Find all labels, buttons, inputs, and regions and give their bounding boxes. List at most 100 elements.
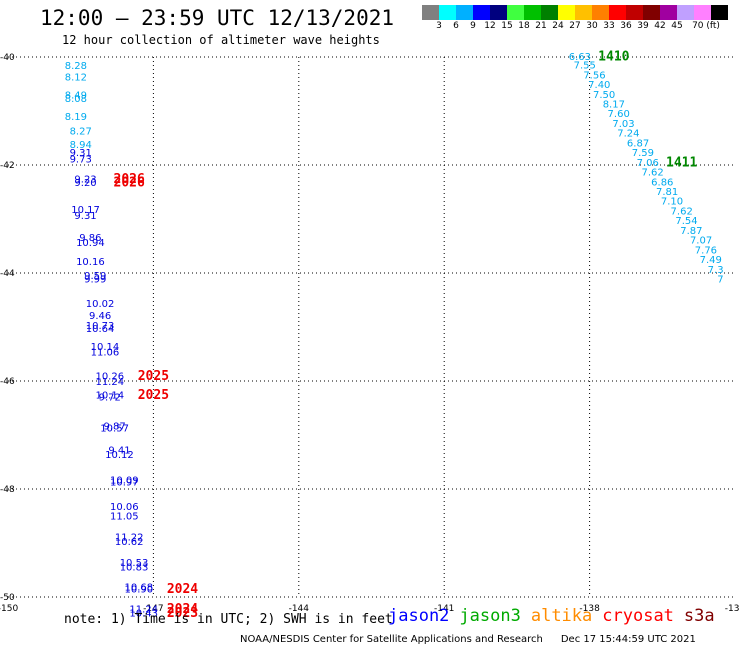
color-swatch: [609, 5, 626, 20]
color-swatch: [558, 5, 575, 20]
time-label: 2025: [138, 388, 169, 403]
satellite-name-jason2: jason2: [388, 606, 450, 626]
wave-height-label: 10.02: [86, 299, 115, 310]
wave-height-label: 10.68: [125, 582, 154, 593]
generated-timestamp: Dec 17 15:44:59 UTC 2021: [560, 634, 696, 645]
wave-height-label: 9.72: [99, 393, 121, 404]
wave-height-label: 7.3: [708, 265, 724, 276]
color-scale-label: 6: [453, 21, 459, 31]
wave-height-label: 9.86: [79, 233, 101, 244]
color-scale-label: 3: [436, 21, 442, 31]
time-label: 2026: [114, 175, 145, 190]
satellite-legend: jason2 jason3 altika cryosat s3a: [388, 606, 725, 626]
wave-height-label: 8.19: [65, 112, 87, 123]
color-scale-label: 33: [603, 21, 615, 31]
wave-height-label: 7.24: [617, 129, 639, 140]
y-tick-label: -44: [0, 269, 15, 279]
color-scale-label: 30: [586, 21, 598, 31]
wave-height-label: 9.87: [103, 421, 125, 432]
color-swatch: [439, 5, 456, 20]
wave-height-label: 10.14: [91, 342, 120, 353]
wave-height-label: 8.08: [65, 94, 87, 105]
y-tick-label: -46: [0, 377, 15, 387]
color-scale-label: 15: [501, 21, 513, 31]
wave-height-label: 7.60: [608, 109, 630, 120]
wave-height-label: 11.24: [129, 604, 158, 615]
color-scale-label: 24: [552, 21, 564, 31]
wave-height-label: 8.12: [65, 73, 87, 84]
wave-height-label: 9.31: [70, 148, 92, 159]
color-swatch: [626, 5, 643, 20]
color-swatch: [541, 5, 558, 20]
color-scale-label: 42: [654, 21, 666, 31]
color-scale-label: 18: [518, 21, 530, 31]
wave-height-label: 11.05: [110, 512, 139, 523]
x-tick-label: -135: [725, 604, 740, 614]
wave-height-label: 10.97: [110, 478, 139, 489]
color-swatch: [660, 5, 677, 20]
wave-height-label: 8.17: [603, 100, 625, 111]
color-scale-label: 9: [470, 21, 476, 31]
wave-height-label: 9.31: [74, 211, 96, 222]
color-swatch: [456, 5, 473, 20]
wave-height-label: 7.40: [588, 80, 610, 91]
wave-height-label: 10.94: [76, 238, 105, 249]
wave-height-label: 10.43: [129, 609, 158, 620]
time-label: 2026: [114, 172, 145, 187]
wave-height-label: 7.49: [700, 255, 722, 266]
color-swatch: [490, 5, 507, 20]
color-scale-label: 21: [535, 21, 547, 31]
wave-height-label: 7.10: [661, 197, 683, 208]
wave-height-label: 9.46: [89, 311, 111, 322]
color-swatch: [422, 5, 439, 20]
satellite-name-altika: altika: [530, 606, 593, 626]
wave-height-label: 10.57: [100, 424, 129, 435]
wave-height-label: 6.86: [651, 177, 673, 188]
wave-height-label: 8.49: [65, 90, 87, 101]
wave-height-label: 10.62: [115, 537, 144, 548]
wave-height-label: 7.87: [680, 226, 702, 237]
wave-height-label: 10.16: [76, 257, 105, 268]
wave-height-label: 10.73: [86, 321, 115, 332]
wave-height-label: 10.12: [105, 450, 134, 461]
wave-height-label: 10.53: [120, 558, 149, 569]
wave-height-label: 7: [717, 274, 723, 285]
time-label: 2025: [138, 369, 169, 384]
wave-height-label: 7.59: [632, 148, 654, 159]
y-tick-label: -40: [0, 53, 15, 63]
wave-height-label: 10.64: [86, 324, 115, 335]
time-label: 2024: [167, 602, 198, 617]
wave-height-label: 9.20: [74, 178, 96, 189]
wave-height-label: 10.09: [110, 475, 139, 486]
satellite-name-jason3: jason3: [459, 606, 521, 626]
color-swatch: [473, 5, 490, 20]
wave-height-label: 7.62: [641, 168, 663, 179]
wave-height-label: 9.99: [84, 274, 106, 285]
wave-height-label: 11.22: [115, 533, 144, 544]
footer-note: note: 1) Time is in UTC; 2) SWH is in fe…: [64, 612, 393, 627]
credit-text: NOAA/NESDIS Center for Satellite Applica…: [240, 634, 543, 645]
color-swatch: [677, 5, 694, 20]
wave-height-label: 8.94: [70, 140, 92, 151]
x-tick-label: -150: [0, 604, 18, 614]
color-swatch: [524, 5, 541, 20]
x-tick-label: -141: [434, 604, 454, 614]
color-scale-label: 39: [637, 21, 649, 31]
wave-height-label: 11.24: [95, 377, 124, 388]
color-scale-label: 70 (ft): [692, 21, 720, 31]
color-scale-label: 27: [569, 21, 581, 31]
color-scale-label: 36: [620, 21, 632, 31]
wave-height-label: 7.50: [593, 90, 615, 101]
wave-height-label: 7.06: [637, 158, 659, 169]
wave-height-label: 9.23: [74, 175, 96, 186]
wave-height-label: 10.17: [71, 205, 100, 216]
y-tick-label: -42: [0, 161, 15, 171]
x-tick-label: -147: [143, 604, 163, 614]
y-tick-label: -50: [0, 593, 15, 603]
wave-height-label: 8.28: [65, 61, 87, 72]
wave-height-label: 10.06: [110, 502, 139, 513]
wave-height-label: 10.90: [125, 584, 154, 595]
wave-height-label: 9.59: [84, 271, 106, 282]
time-label: 1410: [598, 50, 629, 65]
wave-height-label: 9.73: [70, 155, 92, 166]
